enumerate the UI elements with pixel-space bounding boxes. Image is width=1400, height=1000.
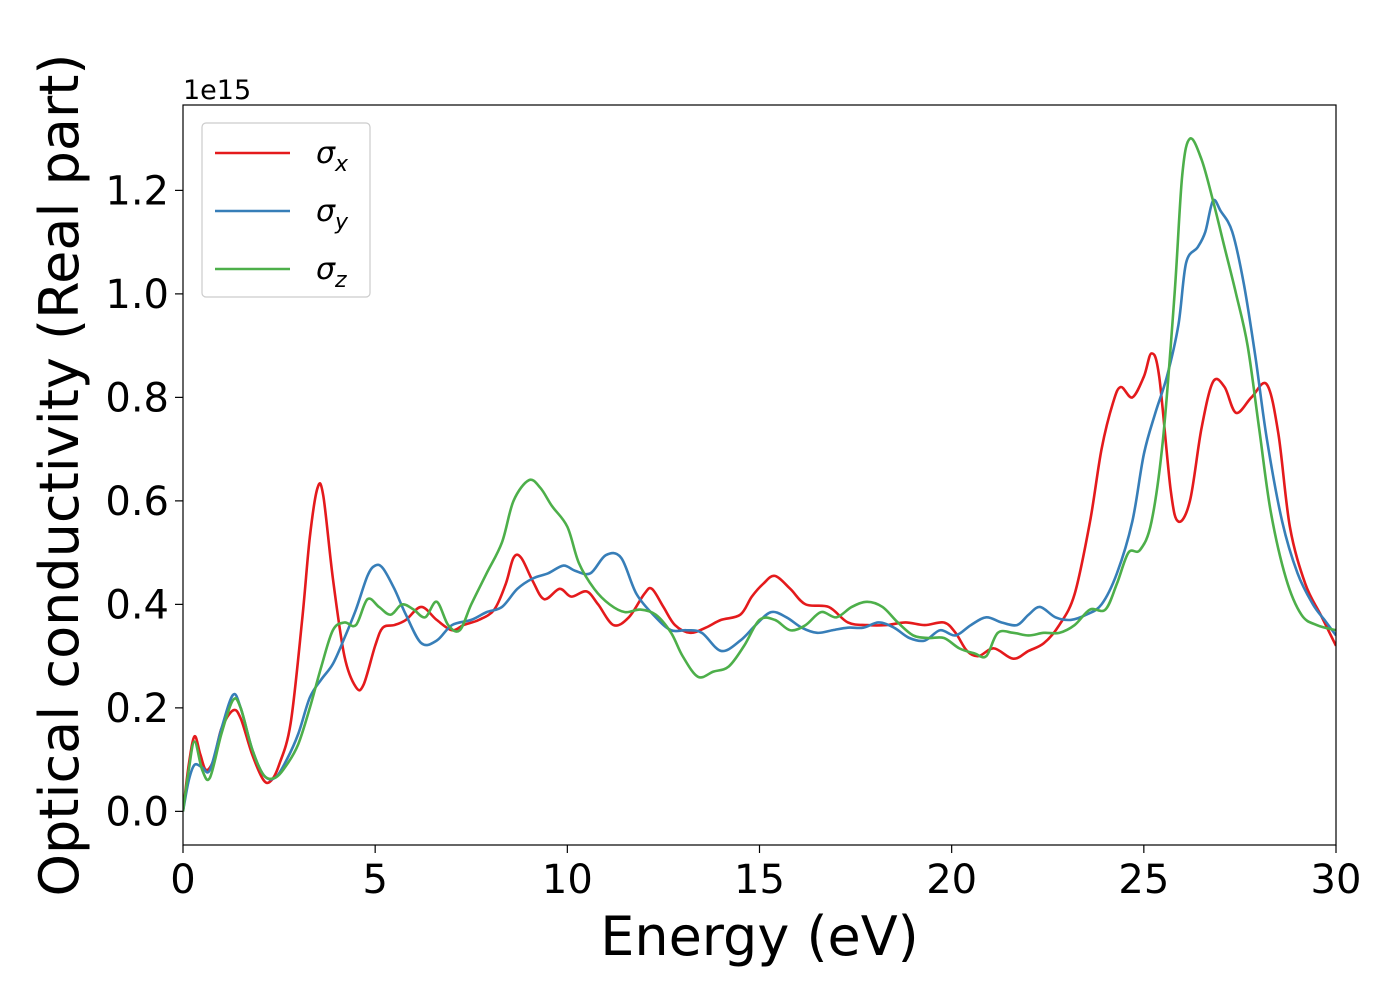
legend-label-base: σ <box>316 252 336 287</box>
x-axis: 0 5 10 15 20 25 30 <box>170 845 1361 903</box>
y-tick-label: 0.6 <box>105 479 169 525</box>
series-line-z <box>183 137 1336 812</box>
x-tick-label: 30 <box>1311 857 1362 903</box>
y-tick-label: 1.2 <box>105 168 169 214</box>
x-tick-label: 15 <box>734 857 785 903</box>
legend-label-subscript: x <box>334 152 349 177</box>
x-axis-title: Energy (eV) <box>600 905 919 968</box>
legend-label-subscript: y <box>334 210 349 235</box>
legend-label-y: σy <box>316 194 349 235</box>
y-offset-label: 1e15 <box>183 75 251 106</box>
y-tick-label: 0.0 <box>105 789 169 835</box>
series-layer <box>183 137 1336 812</box>
y-tick-label: 0.2 <box>105 686 169 732</box>
y-axis-title: Optical conductivity (Real part) <box>28 54 91 897</box>
x-tick-label: 10 <box>542 857 593 903</box>
plot-frame <box>182 104 1337 846</box>
legend-label-x: σx <box>316 136 349 177</box>
y-tick-label: 0.8 <box>105 375 169 421</box>
x-tick-label: 20 <box>926 857 977 903</box>
y-axis: 0.0 0.2 0.4 0.6 0.8 1.0 1.2 <box>105 168 183 835</box>
legend-label-base: σ <box>316 136 336 171</box>
x-tick-label: 25 <box>1118 857 1169 903</box>
y-tick-label: 0.4 <box>105 582 169 628</box>
legend-label-base: σ <box>316 194 336 229</box>
legend-label-z: σz <box>316 252 347 293</box>
x-tick-label: 5 <box>362 857 387 903</box>
y-tick-label: 1.0 <box>105 272 169 318</box>
x-tick-label: 0 <box>170 857 195 903</box>
plot-area <box>183 105 1336 845</box>
legend-label-subscript: z <box>334 268 347 293</box>
